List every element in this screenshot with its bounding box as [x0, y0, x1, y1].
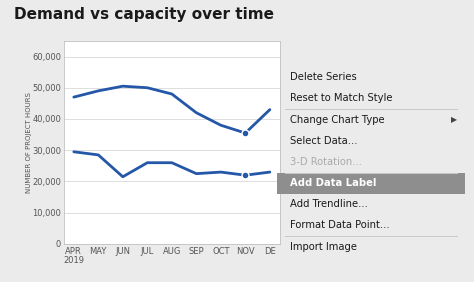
Text: ▶: ▶	[451, 115, 457, 124]
Text: Demand vs capacity over time: Demand vs capacity over time	[14, 7, 274, 22]
Text: Add Data Label: Add Data Label	[291, 178, 377, 188]
Text: Reset to Match Style: Reset to Match Style	[291, 94, 393, 103]
Text: Change Chart Type: Change Chart Type	[291, 115, 385, 125]
Text: Format Data Point...: Format Data Point...	[291, 221, 390, 230]
Bar	[277, 173, 465, 194]
Text: 3-D Rotation...: 3-D Rotation...	[291, 157, 363, 167]
Text: Import Image: Import Image	[291, 242, 357, 252]
Text: Delete Series: Delete Series	[291, 72, 357, 82]
Text: Add Trendline...: Add Trendline...	[291, 199, 368, 209]
Text: Select Data...: Select Data...	[291, 136, 358, 146]
Y-axis label: NUMBER OF PROJECT HOURS: NUMBER OF PROJECT HOURS	[27, 92, 32, 193]
